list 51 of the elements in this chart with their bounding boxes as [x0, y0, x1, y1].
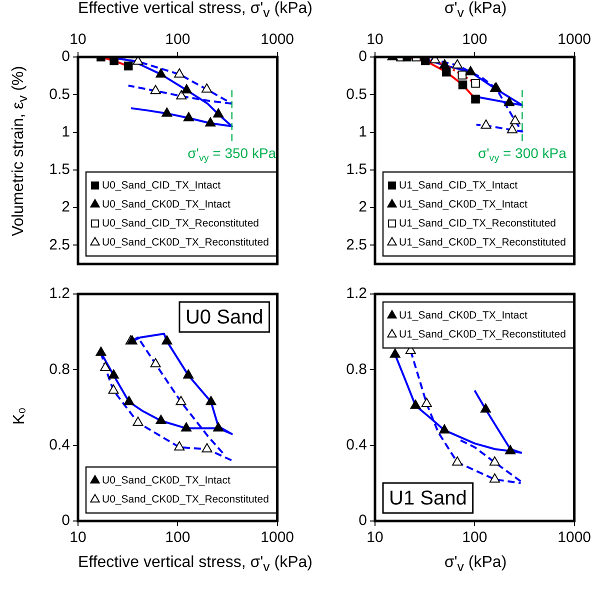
y-tick-label: 0.5 [49, 86, 70, 103]
y-tick-label: 0.8 [49, 360, 70, 378]
y-tick-label: 1.2 [346, 285, 367, 302]
x-tick-label: 1000 [558, 31, 592, 48]
legend-label: U0_Sand_CK0D_TX_Reconstituted [102, 493, 270, 506]
x-tick-label: 1000 [260, 529, 294, 546]
legend-label: U1_Sand_CK0D_TX_Intact [399, 309, 528, 322]
y-tick-label: 1.5 [346, 161, 367, 178]
x-tick-label: 10 [70, 529, 86, 546]
legend-label: U1_Sand_CID_TX_Intact [399, 179, 518, 192]
y-tick-label: 1 [358, 123, 367, 140]
legend-label: U0_Sand_CK0D_TX_Reconstituted [102, 236, 270, 248]
y-tick-label: 0 [358, 48, 367, 66]
legend-label: U0_Sand_CK0D_TX_Intact [102, 198, 230, 210]
y-tick-label: 2 [358, 198, 367, 216]
y-tick-label: 2.5 [346, 236, 367, 254]
y-tick-label: 0 [62, 48, 70, 66]
x-tick-label: 10 [70, 31, 86, 48]
annotation: U1 Sand [388, 488, 467, 510]
annotation: U0 Sand [185, 306, 264, 329]
y-tick-label: 0.8 [346, 360, 367, 378]
y-tick-label: 1.2 [49, 285, 70, 302]
y-tick-label: 0.4 [49, 436, 70, 454]
legend-label: U0_Sand_CK0D_TX_Intact [102, 474, 230, 486]
y-tick-label: 0.5 [346, 86, 367, 103]
y-tick-label: 1 [62, 123, 70, 140]
y-tick-label: 1.5 [49, 161, 70, 178]
y-axis-title: K₀ [11, 406, 29, 427]
x-axis-title: σ'$_{v}$ (kPa) [443, 0, 508, 20]
x-tick-label: 100 [165, 529, 190, 546]
y-tick-label: 2.5 [49, 236, 70, 254]
legend-label: U1_Sand_CK0D_TX_Reconstituted [399, 328, 566, 340]
x-tick-label: 10 [366, 529, 384, 546]
x-tick-label: 100 [462, 31, 488, 48]
y-tick-label: 0.4 [346, 436, 367, 454]
legend-label: U1_Sand_CK0D_TX_Intact [399, 198, 528, 210]
x-axis-title: Effective vertical stress, σ'$_{v}$ (kPa) [78, 554, 312, 574]
x-tick-label: 100 [462, 529, 488, 546]
y-tick-label: 0 [358, 512, 367, 530]
legend-label: U1_Sand_CK0D_TX_Reconstituted [399, 236, 566, 248]
x-tick-label: 100 [165, 31, 190, 48]
x-axis-title: σ'$_{v}$ (kPa) [443, 554, 508, 574]
legend-label: U1_Sand_CID_TX_Reconstituted [399, 217, 556, 230]
y-tick-label: 2 [62, 198, 70, 216]
legend-label: U0_Sand_CID_TX_Reconstituted [102, 217, 260, 230]
legend-label: U0_Sand_CID_TX_Intact [102, 179, 221, 192]
x-tick-label: 1000 [260, 31, 294, 48]
x-tick-label: 10 [366, 31, 384, 48]
x-axis-title: Effective vertical stress, σ'$_{v}$ (kPa) [78, 0, 312, 20]
y-tick-label: 0 [62, 512, 70, 530]
x-tick-label: 1000 [558, 529, 592, 546]
